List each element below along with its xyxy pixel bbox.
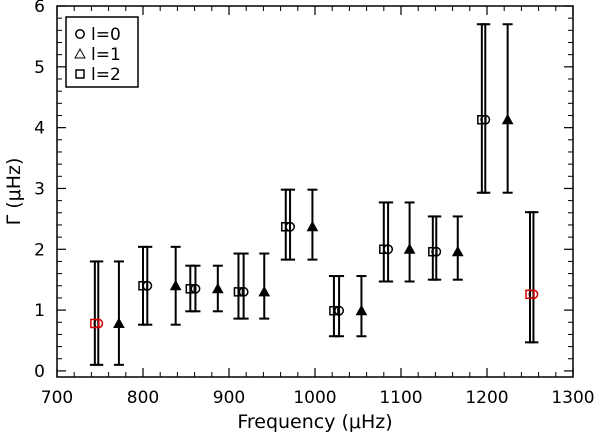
data-point-l2 bbox=[428, 246, 438, 257]
data-point-l2 bbox=[138, 281, 148, 291]
x-tick-label: 1200 bbox=[465, 388, 508, 408]
data-point-l2 bbox=[185, 284, 196, 294]
y-tick-label: 5 bbox=[34, 58, 45, 78]
y-tick-label: 3 bbox=[34, 179, 45, 199]
data-point-l1 bbox=[113, 317, 125, 328]
data-point-l2 bbox=[379, 244, 389, 255]
legend-marker-l1 bbox=[74, 47, 86, 59]
data-point-l1 bbox=[501, 113, 514, 125]
y-axis-title: Γ (μHz) bbox=[3, 158, 25, 226]
data-point-l2 bbox=[525, 289, 535, 300]
data-point-l1 bbox=[403, 243, 416, 254]
x-tick-label: 1100 bbox=[379, 388, 422, 408]
legend-marker-l2 bbox=[75, 69, 85, 79]
y-tick-label: 0 bbox=[34, 362, 45, 382]
legend-label-l0: l=0 bbox=[91, 25, 121, 45]
data-point-l1 bbox=[258, 285, 271, 297]
series-l0 bbox=[93, 23, 539, 366]
data-point-l2 bbox=[329, 305, 339, 316]
chart-axes: 700 800 900 1000 1100 1200 1300 0 1 2 3 4 5 6 Frequenc… bbox=[3, 0, 595, 433]
x-tick-label: 700 bbox=[41, 388, 73, 408]
y-tick-label: 2 bbox=[34, 240, 45, 260]
y-tick-label: 4 bbox=[34, 119, 45, 139]
series-l2 bbox=[89, 23, 535, 366]
legend-label-l2: l=2 bbox=[91, 65, 121, 85]
x-tick-label: 900 bbox=[213, 388, 245, 408]
data-point-l2 bbox=[233, 287, 244, 297]
data-point-l2 bbox=[477, 114, 487, 125]
data-point-l1 bbox=[306, 220, 319, 232]
y-tick-label: 1 bbox=[34, 301, 45, 321]
data-point-l1 bbox=[211, 282, 224, 294]
x-axis-title: Frequency (μHz) bbox=[237, 411, 392, 433]
x-tick-label: 800 bbox=[127, 388, 159, 408]
legend-marker-l0 bbox=[75, 29, 85, 39]
data-point-l1 bbox=[355, 304, 368, 316]
series-l1 bbox=[113, 23, 514, 366]
x-tick-label: 1000 bbox=[293, 388, 336, 408]
data-point-l1 bbox=[451, 245, 464, 257]
x-tick-label: 1300 bbox=[551, 388, 594, 408]
data-point-l2 bbox=[281, 222, 291, 232]
legend-label-l1: l=1 bbox=[91, 45, 121, 65]
data-point-l2 bbox=[90, 318, 100, 329]
legend: l=0l=1l=2 bbox=[65, 16, 139, 88]
data-point-l1 bbox=[169, 279, 182, 291]
y-tick-label: 6 bbox=[34, 0, 45, 17]
chart-marks bbox=[89, 23, 539, 366]
